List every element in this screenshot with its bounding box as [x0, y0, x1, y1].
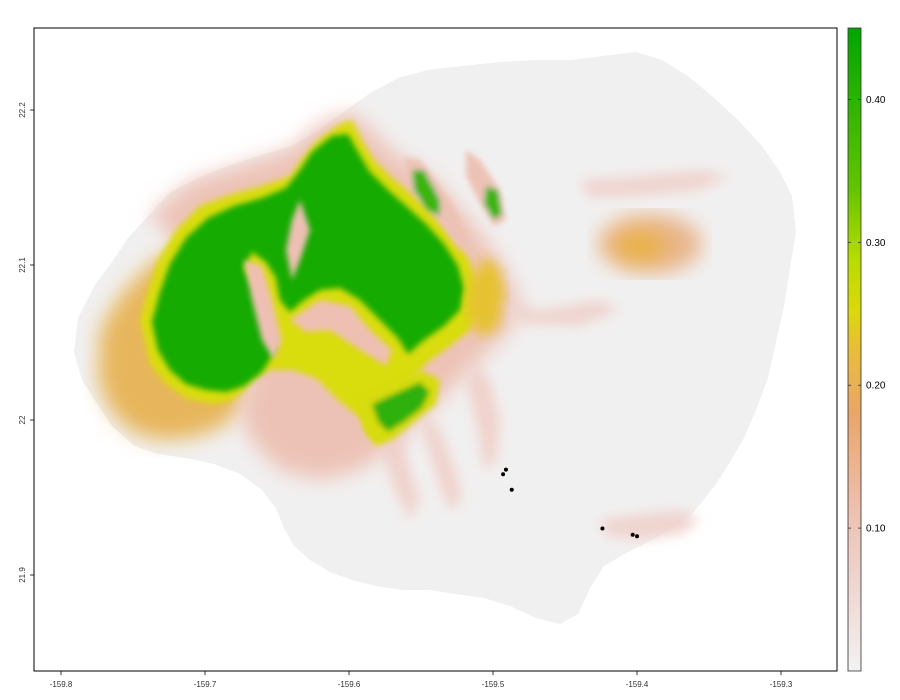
occurrence-point [630, 532, 635, 537]
east-gully-1 [580, 170, 730, 198]
occurrence-point [503, 467, 508, 472]
x-tick-label: -159.3 [770, 680, 793, 689]
green-south-core [372, 382, 430, 432]
x-axis: -159.8 -159.7 -159.6 -159.5 -159.4 -159.3 [50, 671, 793, 689]
occurrence-point [501, 472, 506, 477]
y-tick-label: 22.1 [18, 257, 27, 273]
southern-ridge-3 [468, 360, 500, 470]
green-core-west [152, 134, 464, 392]
y-tick-label: 22 [18, 415, 27, 424]
x-tick-label: -159.4 [626, 680, 649, 689]
north-sliver-1 [412, 170, 440, 216]
colorbar-label: 0.10 [866, 524, 886, 535]
y-tick-label: 22.2 [18, 102, 27, 118]
y-tick-label: 21.9 [18, 567, 27, 583]
x-tick-label: -159.8 [50, 680, 73, 689]
x-tick-label: -159.5 [482, 680, 505, 689]
occurrence-point [635, 534, 639, 539]
occurrence-point [509, 487, 514, 492]
colorbar-ticks: 0.40 0.30 0.20 0.10 [848, 95, 886, 535]
points-layer [501, 467, 639, 539]
occurrence-point [600, 526, 605, 531]
east-gully-3 [500, 300, 620, 326]
x-tick-label: -159.7 [194, 680, 217, 689]
central-yellow-patch [466, 256, 506, 336]
y-axis: 22.2 22.1 22 21.9 [18, 102, 34, 583]
southern-ridge-2 [420, 410, 462, 510]
valley-cut-1 [244, 260, 282, 360]
colorbar-label: 0.20 [866, 381, 886, 392]
east-gully-2 [600, 510, 700, 540]
east-orange-core [612, 228, 668, 264]
colorbar-label: 0.30 [866, 238, 886, 249]
valley-cut-2 [290, 300, 392, 366]
colorbar-label: 0.40 [866, 95, 886, 106]
x-tick-label: -159.6 [338, 680, 361, 689]
southern-ridge-1 [380, 420, 420, 520]
valley-cut-3 [286, 200, 310, 280]
north-sliver-2 [484, 186, 502, 220]
colorbar [847, 27, 862, 672]
